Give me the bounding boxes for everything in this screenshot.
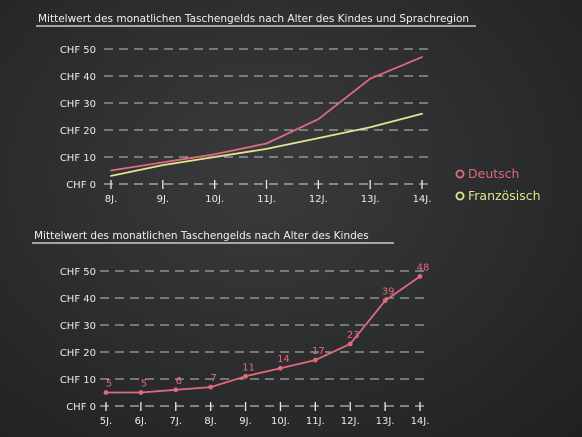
y-tick-label: CHF 50 — [60, 45, 96, 56]
data-label: 17 — [312, 346, 325, 357]
data-point — [312, 357, 318, 363]
y-tick-label: CHF 0 — [66, 402, 96, 413]
data-point — [382, 298, 388, 304]
x-tick-label: 12J. — [309, 194, 328, 205]
x-tick-label: 6J. — [135, 416, 148, 427]
legend-label: Deutsch — [468, 166, 519, 181]
data-label: 7 — [210, 373, 216, 384]
data-label: 23 — [347, 330, 360, 341]
chart1-title: Mittelwert des monatlichen Taschengelds … — [38, 13, 469, 25]
data-label: 5 — [106, 379, 112, 390]
data-point — [138, 390, 144, 395]
series-line — [105, 275, 421, 394]
y-tick-label: CHF 40 — [60, 72, 96, 83]
x-tick-label: 10J. — [271, 416, 290, 427]
y-tick-label: CHF 10 — [60, 153, 96, 164]
x-tick-label: 14J. — [411, 416, 430, 427]
x-tick-label: 10J. — [205, 194, 224, 205]
data-label: 39 — [382, 287, 395, 298]
data-label: 6 — [176, 376, 182, 387]
data-point — [208, 384, 214, 390]
data-point — [278, 365, 283, 371]
y-tick-label: CHF 10 — [60, 375, 96, 386]
x-tick-label: 11J. — [306, 416, 325, 427]
y-tick-label: CHF 50 — [60, 267, 96, 278]
legend-label: Französisch — [468, 188, 541, 203]
data-point — [347, 341, 353, 347]
x-tick-label: 8J. — [105, 194, 118, 205]
x-tick-label: 11J. — [257, 194, 276, 205]
data-label: 5 — [141, 379, 147, 390]
series-line — [110, 56, 423, 172]
data-point — [243, 373, 248, 379]
x-tick-label: 9J. — [239, 416, 252, 427]
y-tick-label: CHF 20 — [60, 126, 96, 137]
y-tick-label: CHF 0 — [66, 180, 96, 191]
data-label: 11 — [242, 362, 255, 373]
data-point — [417, 274, 423, 279]
x-tick-label: 7J. — [170, 416, 183, 427]
legend-marker — [455, 191, 465, 201]
series-line — [110, 112, 423, 177]
data-label: 48 — [417, 262, 430, 273]
y-tick-label: CHF 20 — [60, 348, 96, 359]
data-label: 14 — [277, 354, 290, 365]
y-tick-label: CHF 30 — [60, 321, 96, 332]
x-tick-label: 14J. — [413, 194, 432, 205]
y-tick-label: CHF 40 — [60, 294, 96, 305]
x-tick-label: 8J. — [204, 416, 217, 427]
chart2-title: Mittelwert des monatlichen Taschengelds … — [34, 230, 369, 242]
y-tick-label: CHF 30 — [60, 99, 96, 110]
legend-marker — [455, 169, 465, 179]
x-tick-label: 12J. — [341, 416, 360, 427]
data-point — [103, 390, 109, 395]
x-tick-label: 13J. — [376, 416, 395, 427]
x-tick-label: 5J. — [100, 416, 113, 427]
x-tick-label: 13J. — [361, 194, 380, 205]
x-tick-label: 9J. — [157, 194, 170, 205]
data-point — [173, 387, 179, 393]
